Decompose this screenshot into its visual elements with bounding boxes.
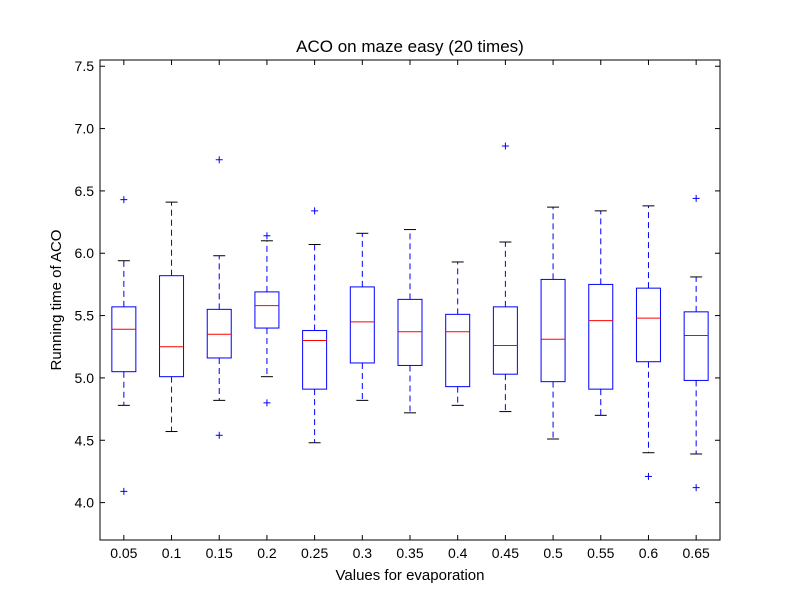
x-tick-label: 0.3 (353, 545, 373, 561)
y-tick-label: 4.0 (75, 495, 95, 511)
x-tick-label: 0.45 (492, 545, 519, 561)
box-0.5 (540, 206, 566, 440)
flier-point (120, 196, 128, 204)
y-tick-label: 7.5 (75, 58, 95, 74)
x-axis-label: Values for evaporation (336, 567, 485, 584)
x-tick-label: 0.2 (257, 545, 277, 561)
box-0.65 (683, 194, 709, 492)
y-axis: 4.0 4.5 5.0 5.5 6.0 6.5 7.0 7.5 (75, 58, 720, 511)
box-0.05 (111, 196, 137, 495)
y-axis-label: Running time of ACO (48, 230, 65, 371)
box-iqr (588, 283, 614, 390)
box-iqr (349, 286, 375, 364)
y-tick-label: 7.0 (75, 121, 95, 137)
chart-title: ACO on maze easy (20 times) (296, 37, 524, 56)
x-axis: 0.05 0.1 0.15 0.2 0.25 0.3 0.35 0.4 0.45 0.5 0.55 0… (110, 60, 710, 561)
x-tick-label: 0.25 (301, 545, 328, 561)
y-tick-label: 4.5 (75, 432, 95, 448)
x-tick-label: 0.4 (448, 545, 468, 561)
y-tick-label: 6.0 (75, 245, 95, 261)
flier-point (311, 207, 319, 215)
flier-point (215, 156, 223, 164)
flier-point (692, 194, 700, 202)
box-iqr (397, 298, 423, 366)
box-0.4 (445, 261, 471, 406)
box-iqr (492, 306, 518, 375)
plot-frame (99, 59, 721, 541)
flier-point (263, 232, 271, 240)
flier-point (263, 399, 271, 407)
x-tick-label: 0.05 (110, 545, 137, 561)
box-0.55 (588, 210, 614, 416)
box-iqr (111, 306, 137, 373)
y-tick-label: 5.0 (75, 370, 95, 386)
flier-point (215, 431, 223, 439)
x-tick-label: 0.55 (587, 545, 614, 561)
box-0.6 (635, 205, 661, 480)
box-0.2 (254, 232, 280, 407)
x-tick-label: 0.15 (206, 545, 233, 561)
x-tick-label: 0.1 (162, 545, 182, 561)
box-iqr (302, 330, 328, 390)
box-0.25 (302, 207, 328, 444)
y-tick-label: 6.5 (75, 183, 95, 199)
box-iqr (254, 291, 280, 329)
box-iqr (540, 278, 566, 383)
x-tick-label: 0.65 (683, 545, 710, 561)
flier-point (120, 487, 128, 495)
box-iqr (445, 313, 471, 388)
box-0.35 (397, 229, 423, 414)
box-iqr (683, 311, 709, 381)
box-iqr (159, 275, 185, 378)
box-iqr (206, 308, 232, 359)
flier-point (501, 142, 509, 150)
plot-area (111, 142, 709, 495)
box-0.3 (349, 232, 375, 401)
box-0.15 (206, 156, 232, 439)
box-iqr (635, 287, 661, 363)
box-0.1 (159, 201, 185, 433)
x-tick-label: 0.35 (396, 545, 423, 561)
x-tick-label: 0.5 (543, 545, 563, 561)
box-0.45 (492, 142, 518, 413)
y-tick-label: 5.5 (75, 308, 95, 324)
x-tick-label: 0.6 (639, 545, 659, 561)
flier-point (644, 472, 652, 480)
flier-point (692, 484, 700, 492)
